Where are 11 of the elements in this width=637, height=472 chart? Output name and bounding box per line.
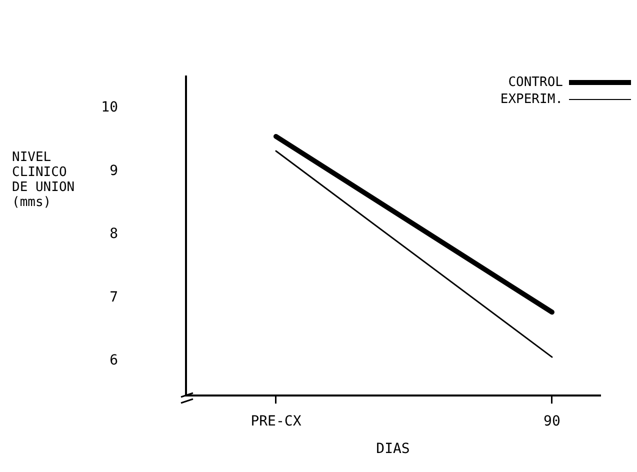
x-tick-label: PRE-CX bbox=[250, 414, 302, 430]
y-tick-label: 6 bbox=[110, 352, 118, 368]
y-tick-label: 8 bbox=[110, 226, 118, 242]
legend-label: EXPERIM. bbox=[500, 91, 563, 108]
x-axis-title: DIAS bbox=[376, 440, 410, 457]
y-axis-title: NIVEL CLINICO DE UNION (mms) bbox=[12, 150, 76, 210]
y-tick-label: 10 bbox=[101, 100, 118, 116]
legend-label: CONTROL bbox=[508, 74, 563, 91]
x-tick-label: 90 bbox=[544, 414, 560, 430]
y-tick-label: 9 bbox=[110, 162, 118, 179]
y-tick-label: 7 bbox=[110, 289, 118, 306]
